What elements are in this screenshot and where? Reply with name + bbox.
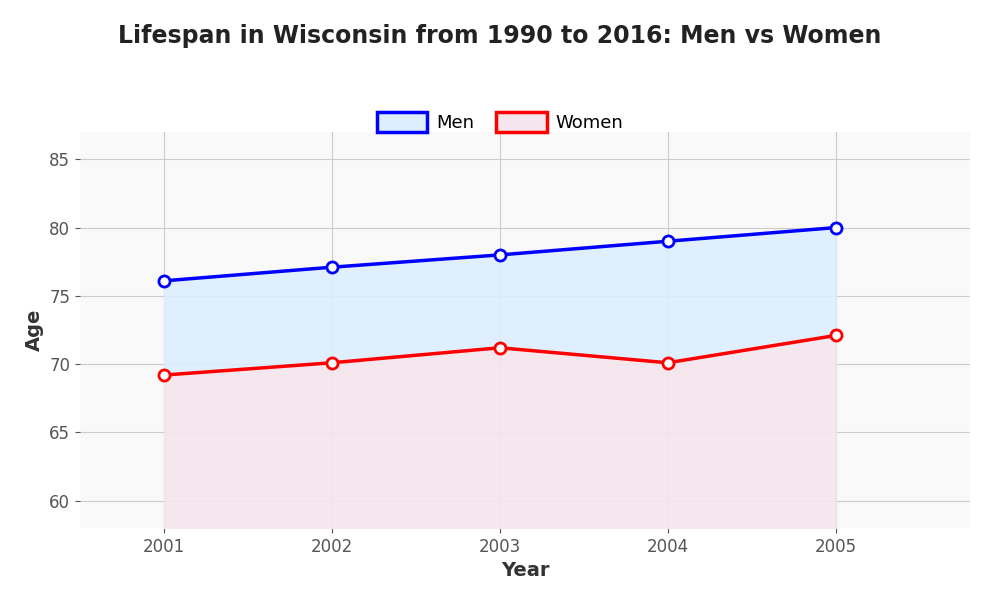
Text: Lifespan in Wisconsin from 1990 to 2016: Men vs Women: Lifespan in Wisconsin from 1990 to 2016:… [118,24,882,48]
Y-axis label: Age: Age [25,309,44,351]
X-axis label: Year: Year [501,561,549,580]
Legend: Men, Women: Men, Women [369,105,631,139]
